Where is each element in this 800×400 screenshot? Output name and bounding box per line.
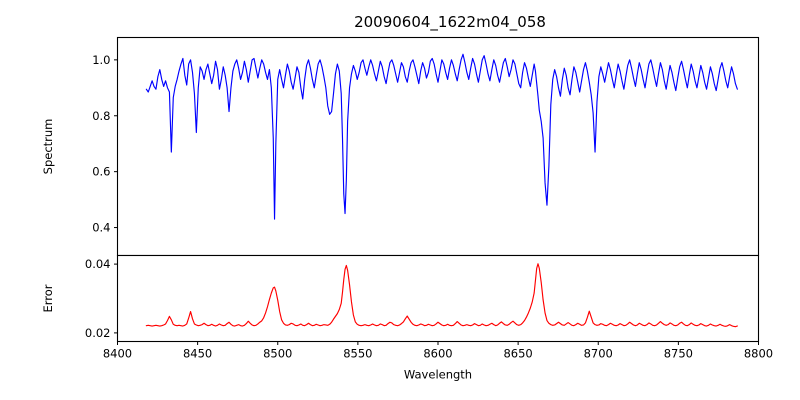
error-plot-area [117, 255, 759, 342]
x-tick-label: 8600 [423, 347, 452, 361]
error-y-ticks: 0.02 0.04 [85, 257, 118, 340]
x-tick-label: 8700 [584, 347, 613, 361]
x-tick-label: 8450 [183, 347, 212, 361]
error-x-ticks: 8400 8450 8500 8550 8600 8650 8700 8750 8800 [103, 341, 773, 361]
y-tick-label: 0.4 [92, 221, 110, 235]
error-series-line [145, 263, 738, 328]
figure-title: 20090604_1622m04_058 [354, 13, 546, 32]
x-tick-label: 8750 [664, 347, 693, 361]
y-tick-label: 1.0 [92, 53, 110, 67]
spectrum-y-ticks: 0.4 0.6 0.8 1.0 [92, 53, 118, 235]
spectrum-panel: 0.4 0.6 0.8 1.0 Spectrum [41, 36, 760, 259]
x-axis-label: Wavelength [404, 368, 472, 382]
x-tick-label: 8500 [263, 347, 292, 361]
x-tick-label: 8650 [503, 347, 532, 361]
spectrum-y-axis-label: Spectrum [41, 119, 55, 175]
x-tick-label: 8550 [343, 347, 372, 361]
y-tick-label: 0.6 [92, 165, 110, 179]
y-tick-label: 0.8 [92, 109, 110, 123]
spectrum-series-line [145, 53, 738, 220]
x-tick-label: 8800 [744, 347, 773, 361]
y-tick-label: 0.04 [85, 257, 111, 271]
x-tick-label: 8400 [103, 347, 132, 361]
error-panel: 0.02 0.04 8400 8450 8500 8550 8600 8650 8700 875… [41, 254, 773, 382]
y-tick-label: 0.02 [85, 326, 111, 340]
error-y-axis-label: Error [41, 284, 55, 312]
